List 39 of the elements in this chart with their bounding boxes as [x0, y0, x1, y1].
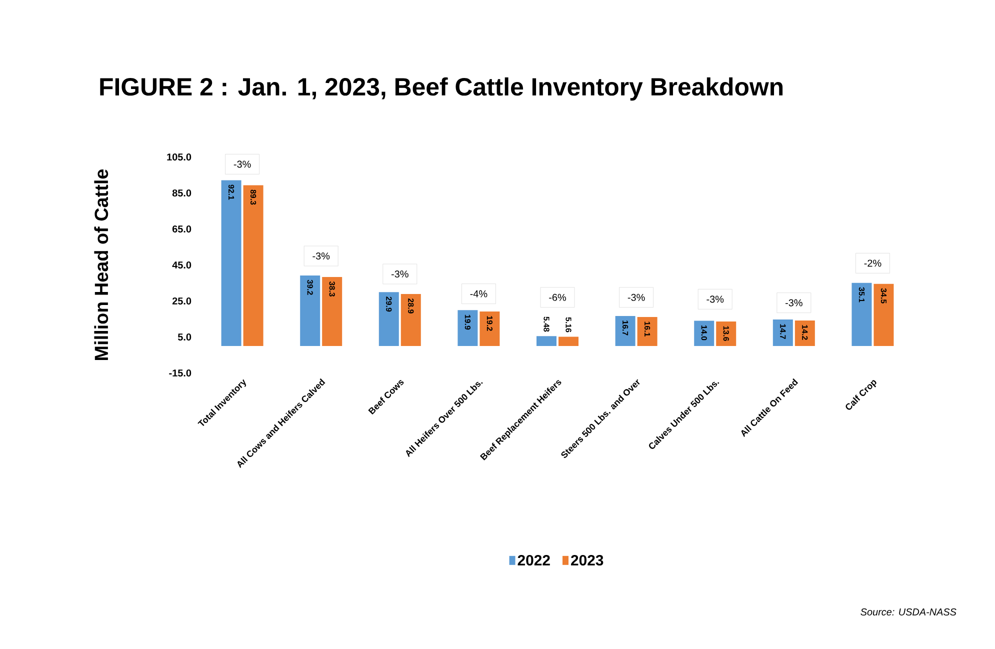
- y-tick-label: 25.0: [172, 297, 192, 305]
- legend-label: 2022: [518, 554, 550, 566]
- bar: [794, 320, 815, 346]
- annotation: -6%: [549, 294, 566, 301]
- bar: [243, 185, 264, 346]
- annotation: -3%: [312, 252, 330, 260]
- y-tick-label: 45.0: [172, 261, 192, 269]
- source-note: Source: USDA-NASS: [860, 608, 956, 616]
- annotation: -3%: [628, 294, 645, 301]
- bar: [772, 320, 793, 346]
- annotation: -2%: [864, 260, 882, 267]
- bar: [874, 284, 894, 346]
- bar: [694, 320, 714, 346]
- bar: [637, 317, 658, 346]
- bar: [480, 311, 500, 346]
- annotation: -3%: [785, 299, 802, 306]
- bar: [852, 282, 872, 346]
- y-tick-label: 85.0: [172, 189, 192, 197]
- bar: [615, 316, 636, 346]
- bar: [558, 336, 578, 346]
- bar: [458, 310, 478, 346]
- legend-label: 2023: [571, 554, 604, 566]
- bar: [716, 322, 736, 346]
- annotation: -3%: [391, 270, 408, 278]
- bar: [400, 294, 421, 346]
- annotation: -3%: [234, 160, 251, 168]
- y-tick-label: 105.0: [167, 153, 192, 161]
- annotation: -3%: [706, 296, 724, 303]
- bar: [300, 275, 320, 346]
- y-tick-label: -15.0: [169, 369, 192, 377]
- y-axis-title: Million Head of Cattle: [94, 169, 108, 360]
- bar: [536, 336, 556, 346]
- bar: [322, 277, 342, 346]
- bar: [221, 180, 242, 346]
- y-tick-label: 65.0: [172, 225, 192, 233]
- y-tick-label: 5.0: [178, 333, 192, 341]
- annotation: -4%: [470, 290, 488, 298]
- bar: [378, 292, 399, 346]
- chart-title: FIGURE 2 : Jan. 1, 2023, Beef Cattle Inventory Breakdown: [100, 77, 783, 101]
